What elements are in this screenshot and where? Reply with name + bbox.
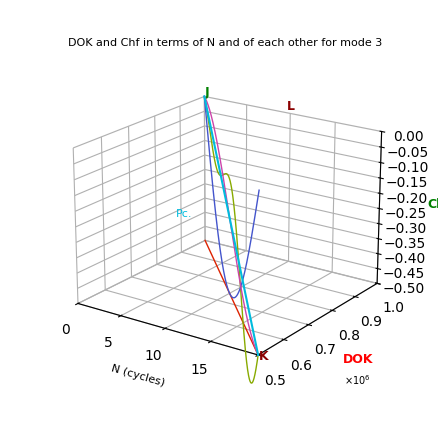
- X-axis label: N (cycles): N (cycles): [110, 363, 165, 388]
- Title: DOK and Chf in terms of N and of each other for mode 3: DOK and Chf in terms of N and of each ot…: [68, 38, 381, 48]
- Text: $\times 10^6$: $\times 10^6$: [343, 373, 369, 387]
- Y-axis label: DOK: DOK: [343, 353, 373, 366]
